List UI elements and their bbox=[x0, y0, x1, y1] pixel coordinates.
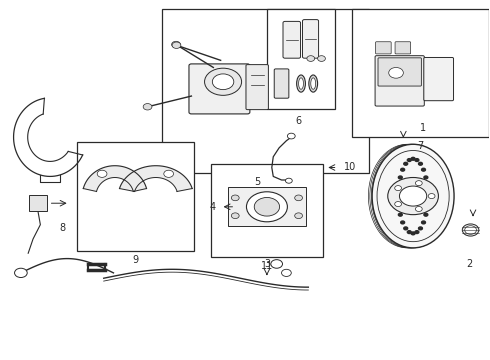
Circle shape bbox=[143, 104, 152, 110]
Circle shape bbox=[397, 185, 401, 188]
Circle shape bbox=[204, 68, 242, 95]
Text: 3: 3 bbox=[264, 259, 270, 269]
Circle shape bbox=[15, 268, 27, 278]
Circle shape bbox=[246, 192, 288, 222]
Circle shape bbox=[164, 170, 173, 177]
Ellipse shape bbox=[311, 78, 316, 89]
Circle shape bbox=[416, 181, 422, 186]
Circle shape bbox=[425, 204, 429, 207]
Text: 5: 5 bbox=[254, 177, 260, 187]
Bar bbox=[162, 9, 369, 173]
Text: 4: 4 bbox=[210, 202, 216, 212]
Circle shape bbox=[421, 168, 425, 171]
FancyBboxPatch shape bbox=[375, 56, 424, 106]
Circle shape bbox=[424, 213, 428, 216]
FancyBboxPatch shape bbox=[274, 69, 289, 98]
Circle shape bbox=[288, 133, 295, 139]
Circle shape bbox=[415, 231, 419, 234]
Circle shape bbox=[282, 269, 291, 276]
Circle shape bbox=[172, 41, 180, 48]
Bar bbox=[352, 9, 489, 137]
Text: 2: 2 bbox=[466, 259, 472, 269]
Text: 7: 7 bbox=[417, 141, 423, 151]
Ellipse shape bbox=[298, 78, 303, 89]
Circle shape bbox=[428, 194, 435, 199]
Circle shape bbox=[254, 198, 280, 216]
Circle shape bbox=[389, 67, 403, 78]
Circle shape bbox=[307, 56, 315, 62]
Text: 8: 8 bbox=[59, 223, 65, 233]
Circle shape bbox=[411, 157, 415, 160]
Circle shape bbox=[401, 221, 405, 224]
Circle shape bbox=[424, 176, 428, 179]
Circle shape bbox=[212, 74, 234, 90]
Circle shape bbox=[418, 227, 422, 230]
Ellipse shape bbox=[372, 144, 454, 248]
FancyBboxPatch shape bbox=[378, 58, 421, 86]
Circle shape bbox=[425, 185, 429, 188]
FancyBboxPatch shape bbox=[283, 21, 300, 58]
Polygon shape bbox=[120, 166, 192, 192]
Circle shape bbox=[388, 177, 439, 215]
Circle shape bbox=[416, 207, 422, 211]
Circle shape bbox=[401, 168, 405, 171]
Circle shape bbox=[418, 162, 422, 165]
Text: 11: 11 bbox=[261, 261, 273, 271]
Ellipse shape bbox=[462, 224, 479, 236]
Circle shape bbox=[404, 227, 408, 230]
Bar bbox=[228, 187, 306, 226]
Circle shape bbox=[426, 195, 430, 198]
FancyBboxPatch shape bbox=[375, 42, 391, 54]
FancyBboxPatch shape bbox=[246, 64, 269, 110]
Circle shape bbox=[294, 213, 302, 219]
FancyBboxPatch shape bbox=[424, 58, 454, 101]
Circle shape bbox=[294, 195, 302, 201]
Circle shape bbox=[398, 176, 402, 179]
Circle shape bbox=[231, 195, 239, 201]
Circle shape bbox=[421, 221, 425, 224]
Circle shape bbox=[318, 56, 325, 62]
Circle shape bbox=[399, 186, 427, 206]
Circle shape bbox=[286, 178, 292, 183]
FancyBboxPatch shape bbox=[189, 64, 250, 114]
Ellipse shape bbox=[296, 75, 305, 92]
FancyBboxPatch shape bbox=[302, 19, 318, 58]
Bar bbox=[211, 164, 323, 257]
Bar bbox=[77, 143, 194, 251]
Text: 6: 6 bbox=[295, 116, 302, 126]
Bar bbox=[29, 195, 47, 211]
Circle shape bbox=[395, 202, 401, 207]
Circle shape bbox=[396, 195, 400, 198]
Circle shape bbox=[407, 159, 411, 162]
Circle shape bbox=[415, 159, 419, 162]
Circle shape bbox=[395, 186, 401, 190]
Bar bbox=[267, 9, 335, 109]
Circle shape bbox=[172, 42, 181, 49]
Polygon shape bbox=[83, 166, 147, 192]
Circle shape bbox=[465, 226, 476, 234]
Text: 9: 9 bbox=[132, 255, 139, 265]
Circle shape bbox=[398, 213, 402, 216]
Circle shape bbox=[97, 170, 107, 177]
FancyBboxPatch shape bbox=[395, 42, 411, 54]
Circle shape bbox=[411, 232, 415, 235]
Circle shape bbox=[231, 213, 239, 219]
Circle shape bbox=[404, 162, 408, 165]
Text: 10: 10 bbox=[343, 162, 356, 172]
Circle shape bbox=[271, 260, 283, 268]
Circle shape bbox=[397, 204, 401, 207]
Ellipse shape bbox=[309, 75, 318, 92]
Text: 1: 1 bbox=[420, 123, 426, 133]
Circle shape bbox=[407, 231, 411, 234]
